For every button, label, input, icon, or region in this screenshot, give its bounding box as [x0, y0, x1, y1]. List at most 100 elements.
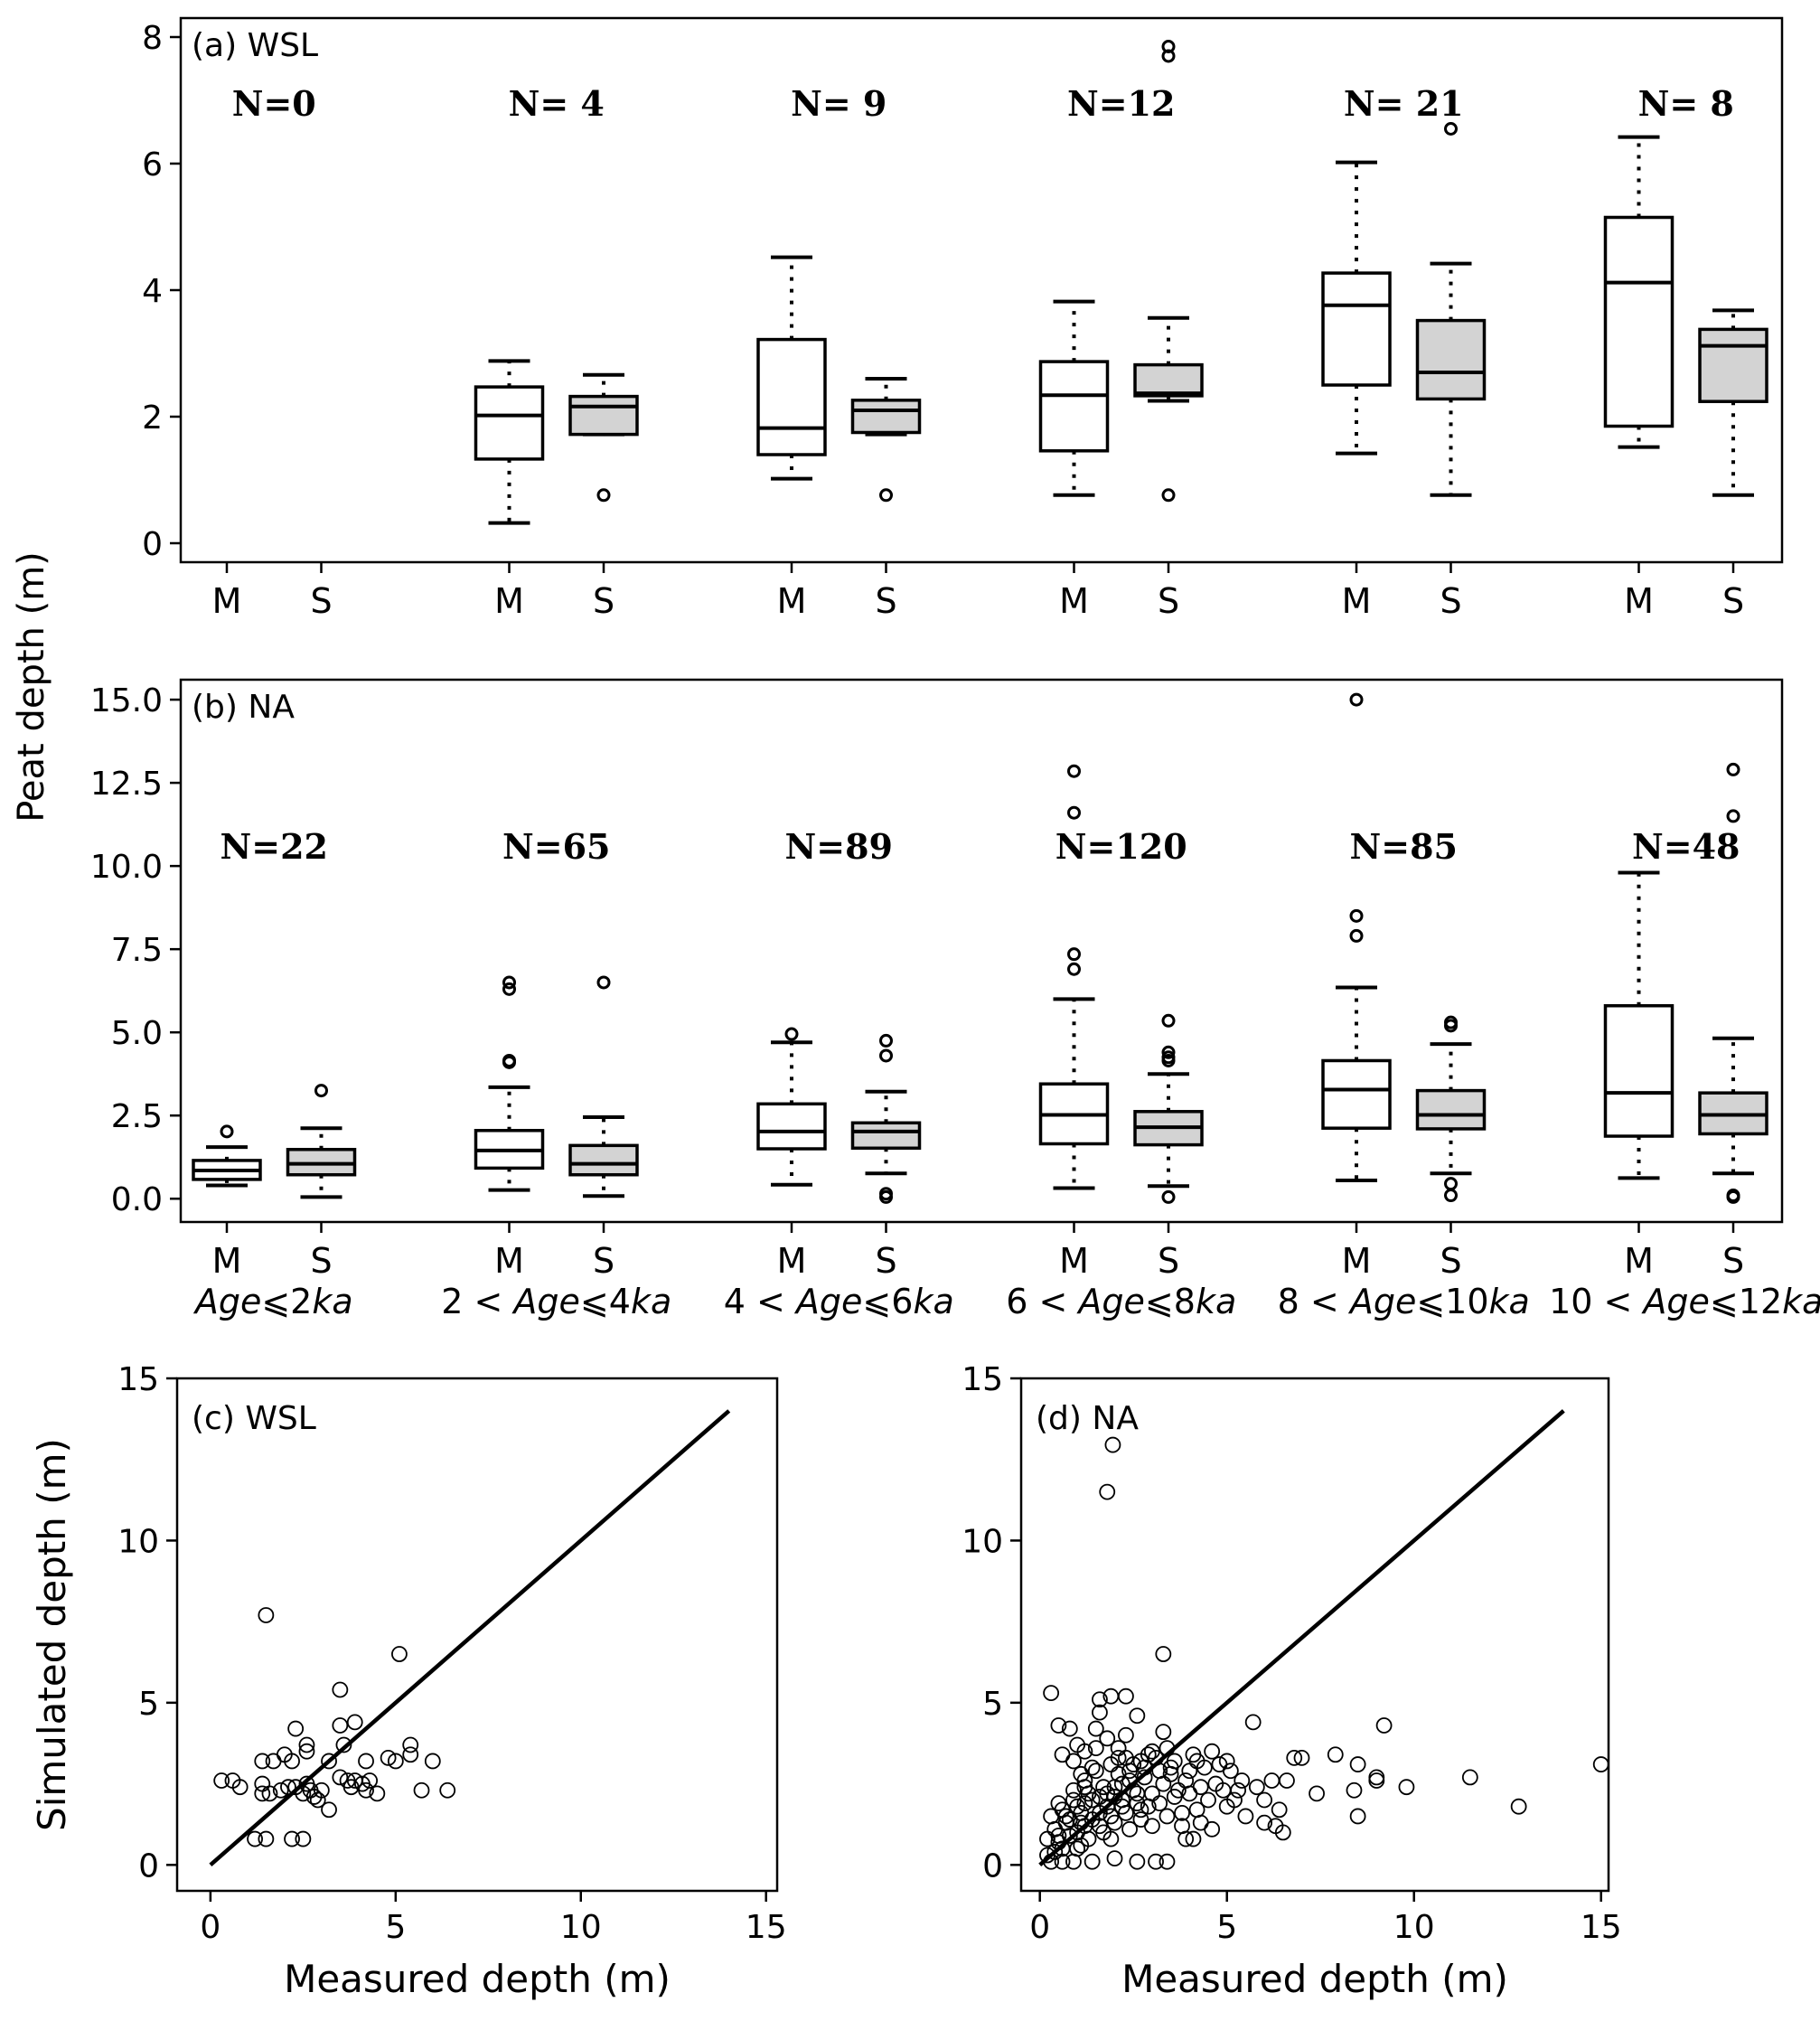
sample-count-label: N= 8	[1638, 83, 1734, 124]
panel-label: (b) NA	[192, 689, 295, 726]
box-iqr	[756, 1102, 827, 1151]
x-tick-label: 15	[1581, 1909, 1622, 1946]
x-tick-label: S	[1722, 1241, 1744, 1281]
x-tick-label: S	[310, 1241, 332, 1281]
scatter-point	[1256, 1791, 1273, 1809]
scatter-point	[284, 1753, 300, 1770]
scatter-point	[1226, 1791, 1243, 1809]
outlier-point	[1444, 1189, 1458, 1203]
scatter-point	[1234, 1772, 1251, 1789]
scatter-point	[1174, 1818, 1190, 1835]
scatter-point	[332, 1769, 349, 1786]
scatter-point	[413, 1781, 430, 1799]
x-tick-label: M	[212, 1241, 242, 1281]
x-tick-label: M	[212, 581, 242, 621]
sample-count-label: N= 4	[509, 83, 605, 124]
box-iqr	[756, 337, 827, 456]
scatter-point	[1185, 1830, 1202, 1847]
scatter-point	[1263, 1772, 1281, 1789]
scatter-point	[298, 1743, 315, 1760]
outlier-point	[879, 488, 893, 503]
outlier-point	[1067, 764, 1081, 778]
scatter-point	[1132, 1801, 1149, 1819]
scatter-point	[1211, 1756, 1228, 1772]
outlier-point	[1161, 1050, 1176, 1065]
scatter-point	[1309, 1785, 1325, 1802]
scatter-point	[1279, 1772, 1295, 1789]
scatter-point	[1151, 1762, 1168, 1780]
scatter-point	[1271, 1801, 1288, 1819]
y-tick-label: 15.0	[90, 682, 163, 719]
one-to-one-line	[1038, 1409, 1565, 1866]
scatter-point	[1166, 1789, 1183, 1805]
x-tick-label: M	[494, 1241, 524, 1281]
scatter-point	[1592, 1756, 1609, 1772]
scatter-point	[1076, 1795, 1093, 1812]
age-group-label: 8 < Age⩽10ka	[1278, 1282, 1530, 1321]
x-tick-label: S	[875, 581, 896, 621]
scatter-point	[1159, 1808, 1176, 1825]
sample-count-label: N=22	[220, 826, 328, 867]
scatter-point	[1286, 1749, 1303, 1766]
sample-count-label: N=89	[785, 826, 893, 867]
scatter-point	[1102, 1808, 1120, 1825]
outlier-point	[502, 975, 516, 990]
y-tick-label: 4	[142, 273, 163, 310]
scatter-point	[1125, 1781, 1142, 1799]
sample-count-label: N=0	[232, 83, 316, 124]
sample-count-label: N=12	[1067, 83, 1175, 124]
scatter-point	[1244, 1714, 1262, 1731]
scatter-point	[295, 1785, 312, 1802]
scatter-point	[1104, 1436, 1121, 1453]
box-iqr	[850, 399, 922, 435]
scatter-point	[332, 1717, 349, 1734]
scatter-point	[1054, 1746, 1071, 1763]
scatter-point	[1188, 1801, 1206, 1819]
box-iqr	[474, 385, 545, 461]
plot-frame	[179, 678, 1784, 1224]
scatter-point	[1069, 1840, 1086, 1857]
x-tick-label: 5	[385, 1909, 406, 1946]
scatter-point	[1129, 1785, 1146, 1802]
x-tick-label: S	[310, 581, 332, 621]
plot-frame	[175, 1377, 779, 1893]
y-tick-label: 0	[142, 526, 163, 563]
outlier-point	[1161, 1189, 1176, 1204]
box-simulated	[850, 377, 922, 503]
outlier-point	[1161, 40, 1176, 53]
scatter-point	[1218, 1753, 1235, 1770]
scatter-point	[358, 1781, 374, 1799]
box-panel-a: 0 2 4 6 8 (a) WSL N=0 M S N= 4 M S N= 9 M S N=12 M S N= 21…	[142, 16, 1784, 621]
scatter-point	[1043, 1685, 1060, 1701]
y-tick-label: 5.0	[111, 1015, 163, 1052]
box-measured	[1603, 135, 1675, 449]
box-iqr	[568, 394, 639, 437]
scatter-point	[380, 1749, 397, 1766]
x-tick-label: S	[875, 1241, 896, 1281]
scatter-point	[1087, 1740, 1104, 1757]
scatter-point	[272, 1781, 289, 1799]
age-group-label: 4 < Age⩽6ka	[724, 1282, 954, 1321]
scatter-point	[1159, 1740, 1176, 1757]
box-iqr	[850, 1121, 922, 1151]
scatter-point	[287, 1720, 305, 1737]
scatter-point	[1118, 1749, 1134, 1766]
scatter-point	[387, 1753, 404, 1770]
y-tick-label: 7.5	[111, 932, 163, 969]
scatter-point	[1129, 1853, 1146, 1870]
scatter-point	[1132, 1811, 1149, 1828]
y-tick-label: 2.5	[111, 1098, 163, 1135]
x-tick-label: M	[494, 581, 524, 621]
x-tick-label: 5	[1216, 1909, 1237, 1946]
scatter-point	[1148, 1853, 1164, 1870]
y-tick-label: 10.0	[90, 849, 163, 886]
box-iqr	[1038, 360, 1110, 453]
box-iqr	[1603, 215, 1675, 428]
scatter-point	[1050, 1828, 1067, 1844]
scatter-point	[213, 1772, 230, 1789]
x-tick-label: M	[777, 1241, 807, 1281]
outlier-point	[1444, 1177, 1458, 1191]
scatter-point	[1099, 1730, 1116, 1747]
scatter-point	[342, 1779, 360, 1796]
